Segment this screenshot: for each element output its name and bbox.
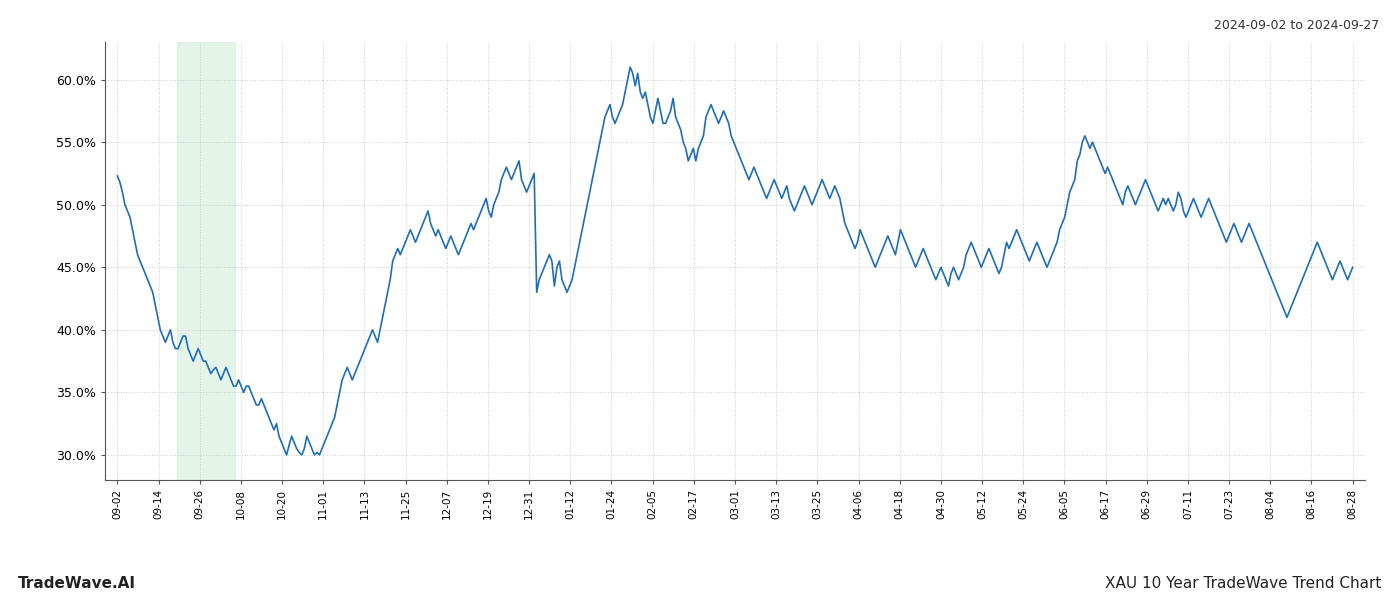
Bar <box>176 42 235 480</box>
Text: XAU 10 Year TradeWave Trend Chart: XAU 10 Year TradeWave Trend Chart <box>1106 576 1382 591</box>
Text: TradeWave.AI: TradeWave.AI <box>18 576 136 591</box>
Text: 2024-09-02 to 2024-09-27: 2024-09-02 to 2024-09-27 <box>1214 19 1379 32</box>
